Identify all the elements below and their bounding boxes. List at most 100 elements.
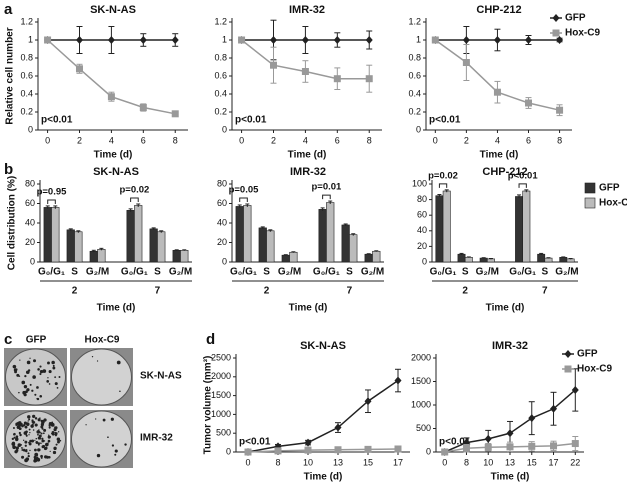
colony <box>34 448 37 452</box>
y-tick-label: 0.4 <box>214 88 227 98</box>
colony <box>12 427 15 429</box>
colony <box>22 448 26 452</box>
panel-letter: d <box>206 331 215 348</box>
y-tick-label: 1 <box>416 34 421 44</box>
chart-title: IMR-32 <box>289 4 325 16</box>
legend-label: GFP <box>565 13 586 24</box>
x-tick-label: 0 <box>45 135 50 145</box>
point <box>107 36 115 44</box>
y-tick-label: 0.2 <box>214 106 227 116</box>
colony <box>28 418 31 421</box>
x-axis-label: Time (d) <box>288 150 327 161</box>
y-tick-label: 0 <box>222 124 227 134</box>
y-tick-label: 20 <box>417 241 427 251</box>
colony <box>85 424 87 426</box>
x-tick-label: 22 <box>570 457 580 467</box>
point <box>334 446 342 454</box>
point <box>274 447 282 455</box>
colony <box>21 455 25 459</box>
colony <box>32 375 36 379</box>
colony <box>37 442 40 445</box>
x-axis-label: Time (d) <box>97 303 136 314</box>
bar <box>172 250 181 263</box>
colony <box>58 376 61 378</box>
colony <box>31 389 34 392</box>
point <box>462 444 470 452</box>
colony <box>102 418 106 422</box>
y-tick-label: 2000 <box>211 371 231 381</box>
point <box>269 61 277 69</box>
colony <box>47 439 51 443</box>
colony <box>52 364 55 367</box>
colony <box>49 450 51 452</box>
colony <box>116 360 121 365</box>
group-label: 2 <box>72 286 78 297</box>
y-tick-label: 1000 <box>211 409 231 419</box>
colony <box>33 459 37 463</box>
y-tick-label: 100 <box>412 178 427 188</box>
colony <box>110 417 114 421</box>
category-label: S <box>541 267 548 278</box>
colony <box>25 434 28 436</box>
y-tick-label: 0 <box>28 124 33 134</box>
x-tick-label: 8 <box>557 135 562 145</box>
y-tick-label: 0.8 <box>20 52 33 62</box>
column-label: Hox-C9 <box>84 335 119 346</box>
point <box>139 36 147 44</box>
colony <box>30 424 34 428</box>
category-label: G₀/G₁ <box>509 267 536 278</box>
x-tick-label: 0 <box>442 457 447 467</box>
bar <box>372 250 381 263</box>
legend-label: GFP <box>577 349 598 360</box>
x-tick-label: 17 <box>393 457 403 467</box>
point <box>462 59 470 66</box>
colony <box>18 427 22 431</box>
series-line <box>247 448 399 453</box>
category-label: S <box>154 267 161 278</box>
y-tick-label: 500 <box>416 423 431 433</box>
colony <box>33 359 37 363</box>
bar <box>180 250 189 263</box>
bar <box>566 258 575 263</box>
category-label: S <box>346 267 353 278</box>
point <box>171 110 179 118</box>
colony <box>45 442 49 447</box>
colony <box>54 376 57 379</box>
x-tick-label: 17 <box>549 457 559 467</box>
bar <box>126 210 135 263</box>
colony <box>40 454 43 458</box>
y-tick-label: 0.8 <box>214 52 227 62</box>
colony <box>28 434 30 436</box>
legend-marker <box>564 350 572 358</box>
x-axis-label: Time (d) <box>486 303 525 314</box>
colony <box>47 435 51 439</box>
colony <box>40 425 44 429</box>
colony <box>35 437 38 440</box>
colony <box>19 433 22 437</box>
x-tick-label: 4 <box>495 135 500 145</box>
point <box>493 36 501 44</box>
x-axis-label: Time (d) <box>491 472 530 483</box>
bar <box>349 234 358 263</box>
colony <box>39 394 43 398</box>
bar <box>243 205 252 263</box>
point <box>525 99 533 107</box>
axis <box>37 18 188 131</box>
point <box>556 106 564 114</box>
y-tick-label: 80 <box>417 194 427 204</box>
colony <box>37 368 40 371</box>
point <box>550 404 558 413</box>
legend-swatch <box>584 182 596 194</box>
significance-bracket <box>518 183 527 188</box>
row-label: IMR-32 <box>140 433 173 444</box>
colony <box>27 454 30 458</box>
x-tick-label: 0 <box>239 135 244 145</box>
colony <box>14 450 18 454</box>
colony <box>57 440 60 444</box>
colony <box>38 429 40 431</box>
dish <box>71 410 132 468</box>
significance-bracket <box>438 183 448 188</box>
colony <box>37 418 41 422</box>
y-tick-label: 40 <box>25 217 35 227</box>
point <box>364 445 372 453</box>
